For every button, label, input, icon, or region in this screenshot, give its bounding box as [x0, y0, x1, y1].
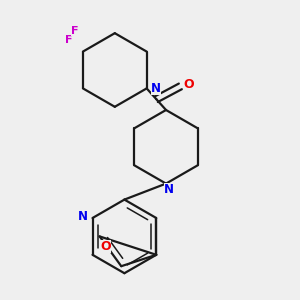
Text: N: N — [151, 82, 160, 95]
Text: F: F — [65, 35, 72, 45]
Text: O: O — [183, 78, 194, 91]
Text: F: F — [71, 26, 79, 36]
Text: N: N — [78, 210, 88, 223]
Text: O: O — [101, 239, 111, 253]
Text: N: N — [164, 183, 174, 196]
